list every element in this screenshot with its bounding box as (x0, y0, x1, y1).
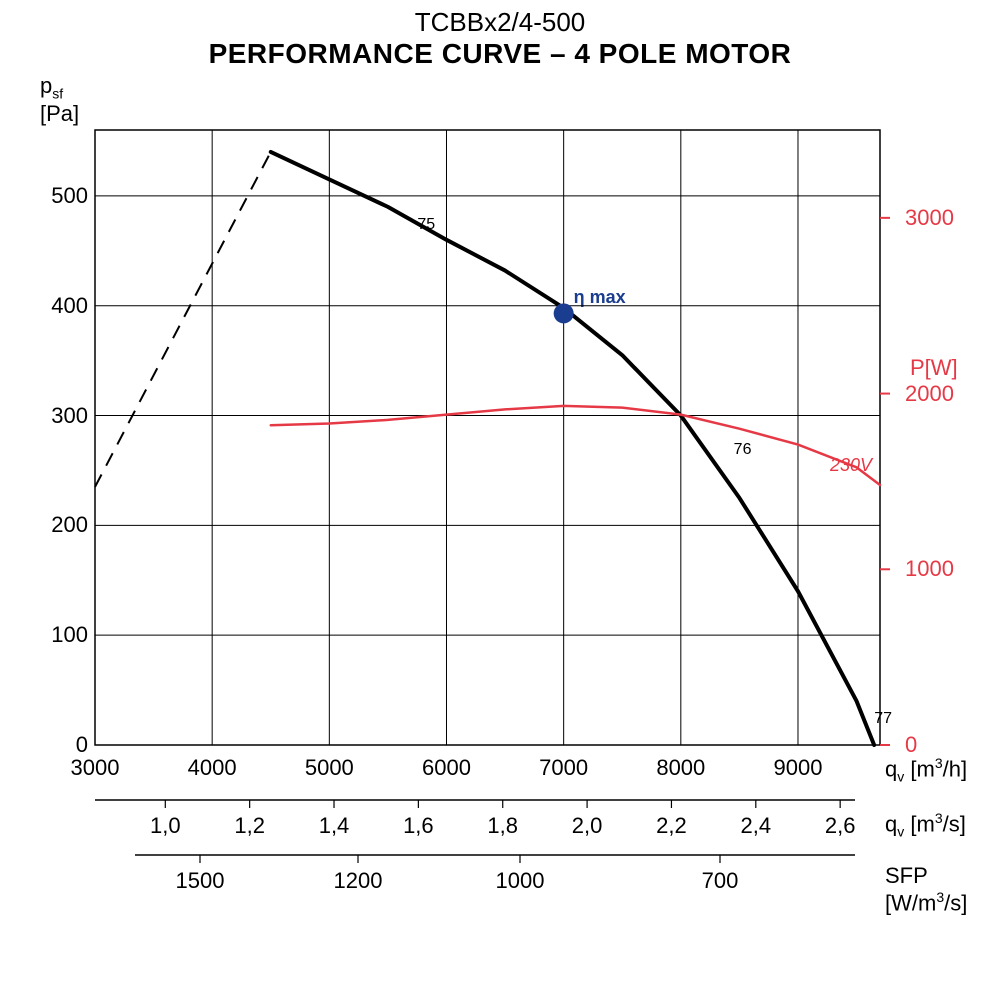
axis-tick: 700 (690, 868, 750, 894)
axis-tick: 2,6 (818, 813, 862, 839)
axis-tick: 1,6 (396, 813, 440, 839)
axis-tick: 5000 (299, 755, 359, 781)
axis-tick: 2,4 (734, 813, 778, 839)
axis-tick: 400 (30, 293, 88, 319)
curve-point-label: 77 (874, 710, 892, 728)
chart-page: TCBBx2/4-500 PERFORMANCE CURVE – 4 POLE … (0, 0, 1000, 1000)
axis-tick: 1,0 (143, 813, 187, 839)
chart-svg (0, 0, 1000, 1000)
axis-tick: 1,8 (481, 813, 525, 839)
axis-tick: 2000 (905, 381, 954, 407)
axis-tick: 1200 (328, 868, 388, 894)
axis-tick: 1000 (490, 868, 550, 894)
curve-point-label: 76 (734, 441, 752, 459)
axis-tick: 500 (30, 183, 88, 209)
axis-tick: 300 (30, 403, 88, 429)
axis-tick: 3000 (905, 205, 954, 231)
x-axis-2-label: qv [m3/s] (885, 810, 966, 840)
axis-tick: 3000 (65, 755, 125, 781)
axis-tick: 1000 (905, 556, 954, 582)
x-axis-3-label: SFP[W/m3/s] (885, 863, 967, 916)
axis-tick: 2,2 (649, 813, 693, 839)
axis-tick: 1,4 (312, 813, 356, 839)
axis-tick: 200 (30, 512, 88, 538)
axis-tick: 7000 (534, 755, 594, 781)
axis-tick: 100 (30, 622, 88, 648)
axis-tick: 9000 (768, 755, 828, 781)
axis-tick: 6000 (416, 755, 476, 781)
axis-tick: 8000 (651, 755, 711, 781)
axis-tick: 1500 (170, 868, 230, 894)
curve-point-label: 75 (417, 216, 435, 234)
x-axis-1-label: qv [m3/h] (885, 755, 967, 785)
axis-tick: 2,0 (565, 813, 609, 839)
axis-tick: 1,2 (228, 813, 272, 839)
axis-tick: 4000 (182, 755, 242, 781)
